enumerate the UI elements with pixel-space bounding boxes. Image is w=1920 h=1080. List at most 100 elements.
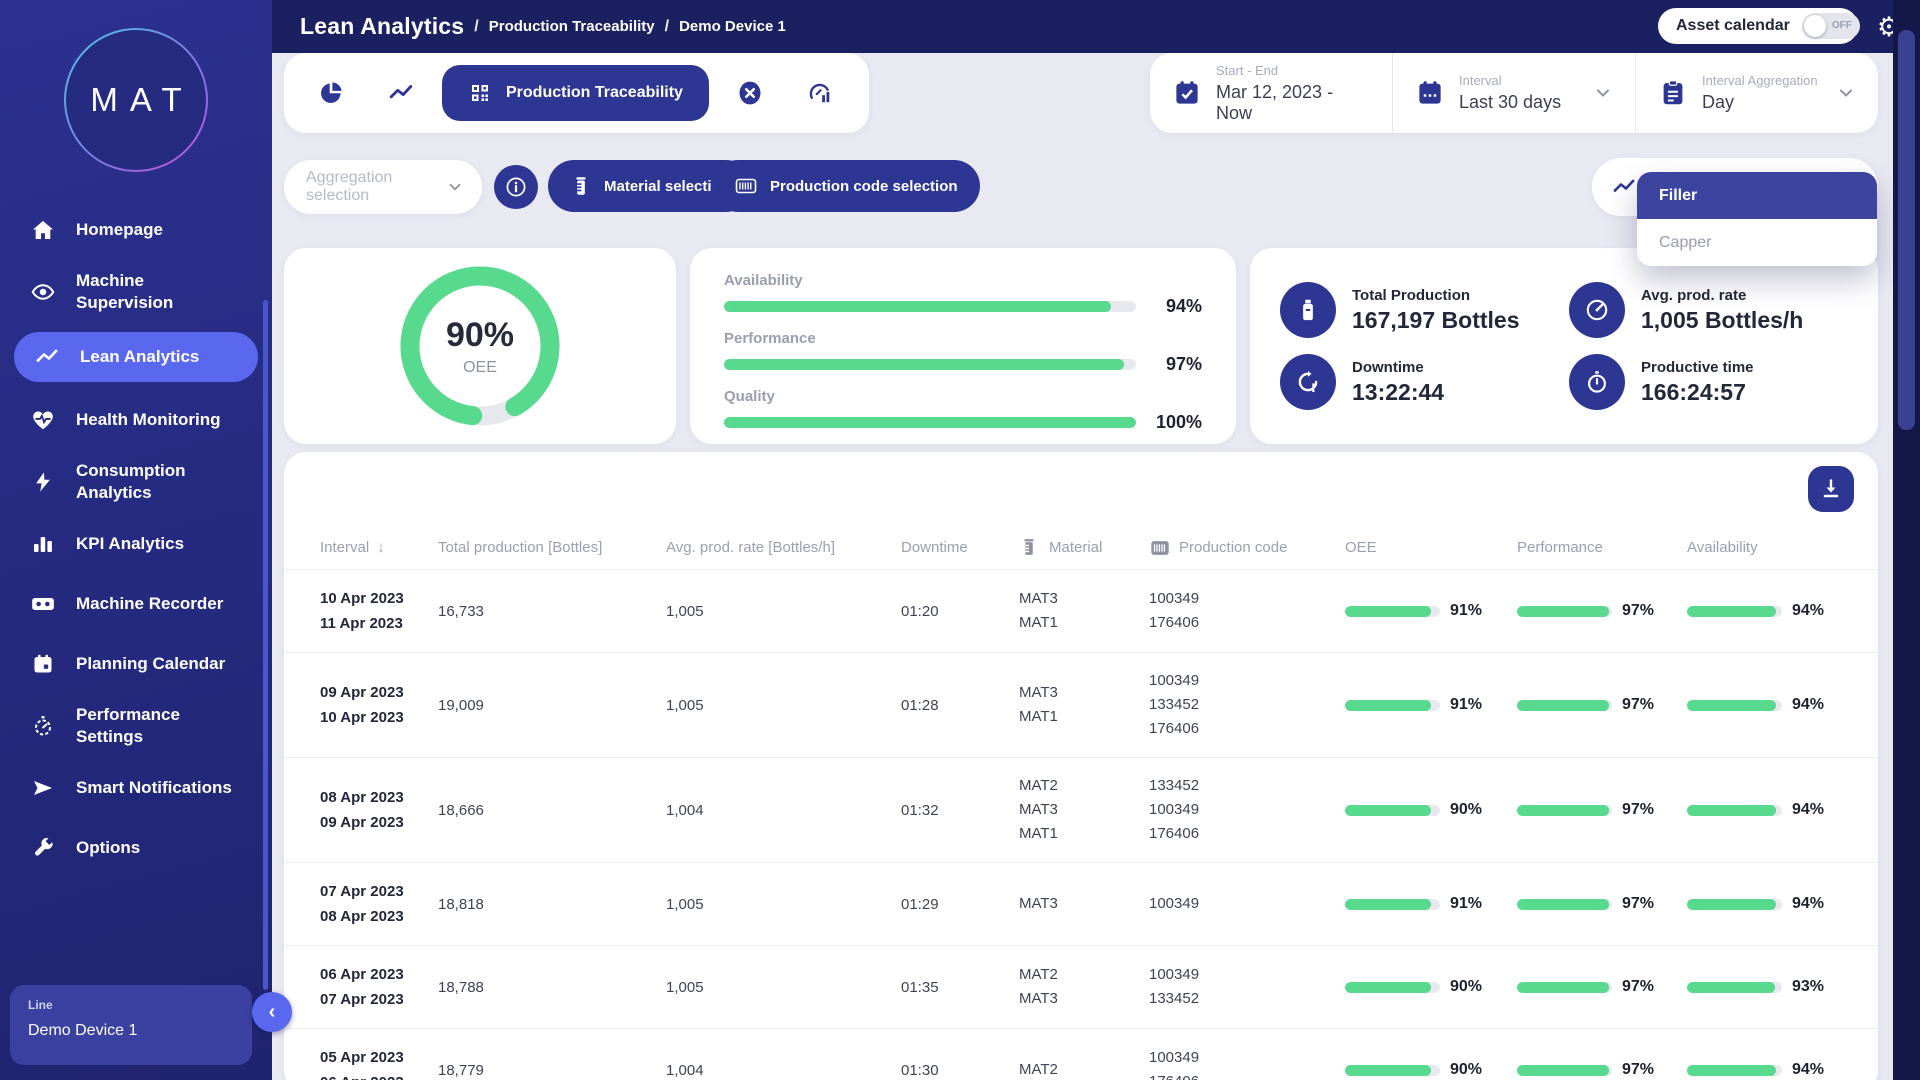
- mat-logo[interactable]: MAT: [64, 28, 208, 172]
- productive-time-value: 166:24:57: [1641, 378, 1746, 405]
- col-availability[interactable]: Availability: [1687, 539, 1758, 556]
- table-row[interactable]: 08 Apr 2023 09 Apr 2023 18,666 1,004 01:3…: [284, 758, 1878, 863]
- cell-total-production: 18,788: [438, 978, 484, 996]
- cell-total-production: 18,666: [438, 801, 484, 819]
- stopwatch-icon: [1569, 354, 1625, 410]
- toggle-knob: [1803, 15, 1826, 37]
- cell-downtime: 01:20: [901, 602, 939, 620]
- breadcrumb-view[interactable]: Production Traceability: [488, 18, 655, 35]
- table-row[interactable]: 10 Apr 2023 11 Apr 2023 16,733 1,005 01:2…: [284, 570, 1878, 653]
- sidebar-item-health-monitoring[interactable]: Health Monitoring: [0, 398, 272, 442]
- sort-down-icon: ↓: [377, 539, 385, 556]
- material-icon: [576, 177, 586, 195]
- cell-avg-prod-rate: 1,004: [666, 801, 704, 819]
- oee-gauge: 90% OEE: [390, 256, 570, 436]
- sidebar-item-performance-settings[interactable]: Performance Settings: [0, 702, 272, 750]
- pie-chart-view-button[interactable]: [302, 65, 360, 121]
- stopwatch-gear-icon: [30, 713, 56, 739]
- sidebar-item-kpi-analytics[interactable]: KPI Analytics: [0, 522, 272, 566]
- qr-code-icon: [472, 85, 488, 101]
- production-traceability-view-button[interactable]: Production Traceability: [442, 65, 709, 121]
- table-row[interactable]: 07 Apr 2023 08 Apr 2023 18,818 1,005 01:2…: [284, 863, 1878, 946]
- clear-view-button[interactable]: [720, 65, 779, 121]
- col-oee[interactable]: OEE: [1345, 539, 1377, 556]
- sidebar-item-planning-calendar[interactable]: Planning Calendar: [0, 642, 272, 686]
- device-card[interactable]: Line Demo Device 1: [10, 985, 252, 1065]
- sidebar-item-homepage[interactable]: Homepage: [0, 208, 272, 252]
- download-button[interactable]: [1808, 466, 1854, 512]
- sidebar-scrollbar[interactable]: [263, 300, 268, 990]
- breadcrumb: Lean Analytics / Production Traceability…: [300, 0, 786, 53]
- line-chart-view-button[interactable]: [372, 65, 430, 121]
- interval-aggregation-selector[interactable]: Interval Aggregation Day: [1635, 53, 1878, 133]
- col-production-code[interactable]: Production code: [1149, 537, 1345, 559]
- machine-stats-icon: [809, 83, 830, 103]
- aggregation-selection-dropdown[interactable]: Aggregation selection: [284, 160, 482, 214]
- cell-performance: 97%: [1517, 602, 1687, 620]
- device-card-name: Demo Device 1: [28, 1022, 138, 1039]
- cell-interval: 08 Apr 2023 09 Apr 2023: [320, 789, 404, 831]
- toggle-state-label: OFF: [1831, 20, 1852, 31]
- sidebar-item-machine-supervision[interactable]: Machine Supervision: [0, 268, 272, 316]
- interval-selector[interactable]: Interval Last 30 days: [1392, 53, 1635, 133]
- table-row[interactable]: 06 Apr 2023 07 Apr 2023 18,788 1,005 01:3…: [284, 946, 1878, 1029]
- cell-availability: 94%: [1687, 1061, 1842, 1079]
- cell-availability: 94%: [1687, 895, 1842, 913]
- sidebar-collapse-button[interactable]: ‹: [252, 992, 292, 1032]
- cell-oee: 91%: [1345, 602, 1517, 620]
- col-interval[interactable]: Interval ↓: [320, 539, 385, 556]
- table-header-row: Interval ↓ Total production [Bottles] Av…: [284, 526, 1878, 570]
- cell-avg-prod-rate: 1,004: [666, 1061, 704, 1079]
- sidebar-item-smart-notifications[interactable]: Smart Notifications: [0, 766, 272, 810]
- machine-stats-view-button[interactable]: [790, 65, 849, 121]
- bottle-icon: [1280, 282, 1336, 338]
- cell-avg-prod-rate: 1,005: [666, 696, 704, 714]
- col-downtime[interactable]: Downtime: [901, 539, 968, 556]
- page-scrollbar-thumb[interactable]: [1898, 30, 1915, 430]
- cell-avg-prod-rate: 1,005: [666, 978, 704, 996]
- sidebar-item-options[interactable]: Options: [0, 826, 272, 870]
- device-card-label: Line: [28, 998, 53, 1012]
- breadcrumb-separator: /: [474, 17, 479, 35]
- stat-avg-prod-rate: Avg. prod. rate 1,005 Bottles/h: [1569, 274, 1848, 346]
- stat-productive-time: Productive time 166:24:57: [1569, 346, 1848, 418]
- date-range-card: Start - End Mar 12, 2023 - Now Interval …: [1150, 53, 1878, 133]
- pie-chart-icon: [321, 82, 342, 103]
- breadcrumb-device[interactable]: Demo Device 1: [679, 18, 786, 35]
- sidebar-item-consumption-analytics[interactable]: Consumption Analytics: [0, 458, 272, 506]
- cell-material: MAT3 MAT1: [1019, 684, 1058, 725]
- production-code-selection-button[interactable]: Production code selection: [712, 160, 980, 212]
- col-total-production[interactable]: Total production [Bottles]: [438, 539, 603, 556]
- cell-material: MAT2: [1019, 1061, 1058, 1078]
- cell-production-code: 100349 133452: [1149, 966, 1200, 1007]
- menu-option-filler[interactable]: Filler: [1637, 172, 1877, 219]
- downtime-value: 13:22:44: [1352, 378, 1445, 405]
- cell-availability: 94%: [1687, 801, 1842, 819]
- col-avg-prod-rate[interactable]: Avg. prod. rate [Bottles/h]: [666, 539, 835, 556]
- menu-option-capper[interactable]: Capper: [1659, 233, 1712, 251]
- table-row[interactable]: 09 Apr 2023 10 Apr 2023 19,009 1,005 01:2…: [284, 653, 1878, 758]
- cell-performance: 97%: [1517, 696, 1687, 714]
- asset-calendar-switch[interactable]: OFF: [1801, 13, 1860, 39]
- performance-bar: [724, 359, 1124, 370]
- cell-interval: 10 Apr 2023 11 Apr 2023: [320, 590, 404, 632]
- cell-interval: 07 Apr 2023 08 Apr 2023: [320, 883, 404, 925]
- page-scrollbar[interactable]: [1893, 0, 1920, 1080]
- cell-availability: 94%: [1687, 696, 1842, 714]
- eye-icon: [30, 279, 56, 305]
- x-circle-icon: [739, 81, 761, 105]
- asset-calendar-toggle-pill[interactable]: Asset calendar OFF: [1658, 8, 1860, 44]
- col-material[interactable]: Material: [1019, 537, 1149, 559]
- col-performance[interactable]: Performance: [1517, 539, 1603, 556]
- table-row[interactable]: 05 Apr 202306 Apr 2023 18,779 1,004 01:3…: [284, 1029, 1878, 1080]
- oee-gauge-label: OEE: [463, 358, 497, 376]
- start-end-selector[interactable]: Start - End Mar 12, 2023 - Now: [1150, 53, 1392, 133]
- quality-bar-row: Quality 100%: [724, 388, 1202, 432]
- sidebar-item-lean-analytics[interactable]: Lean Analytics: [14, 332, 258, 382]
- info-button[interactable]: [494, 165, 538, 209]
- sidebar-item-machine-recorder[interactable]: Machine Recorder: [0, 582, 272, 626]
- cell-interval: 09 Apr 2023 10 Apr 2023: [320, 684, 404, 726]
